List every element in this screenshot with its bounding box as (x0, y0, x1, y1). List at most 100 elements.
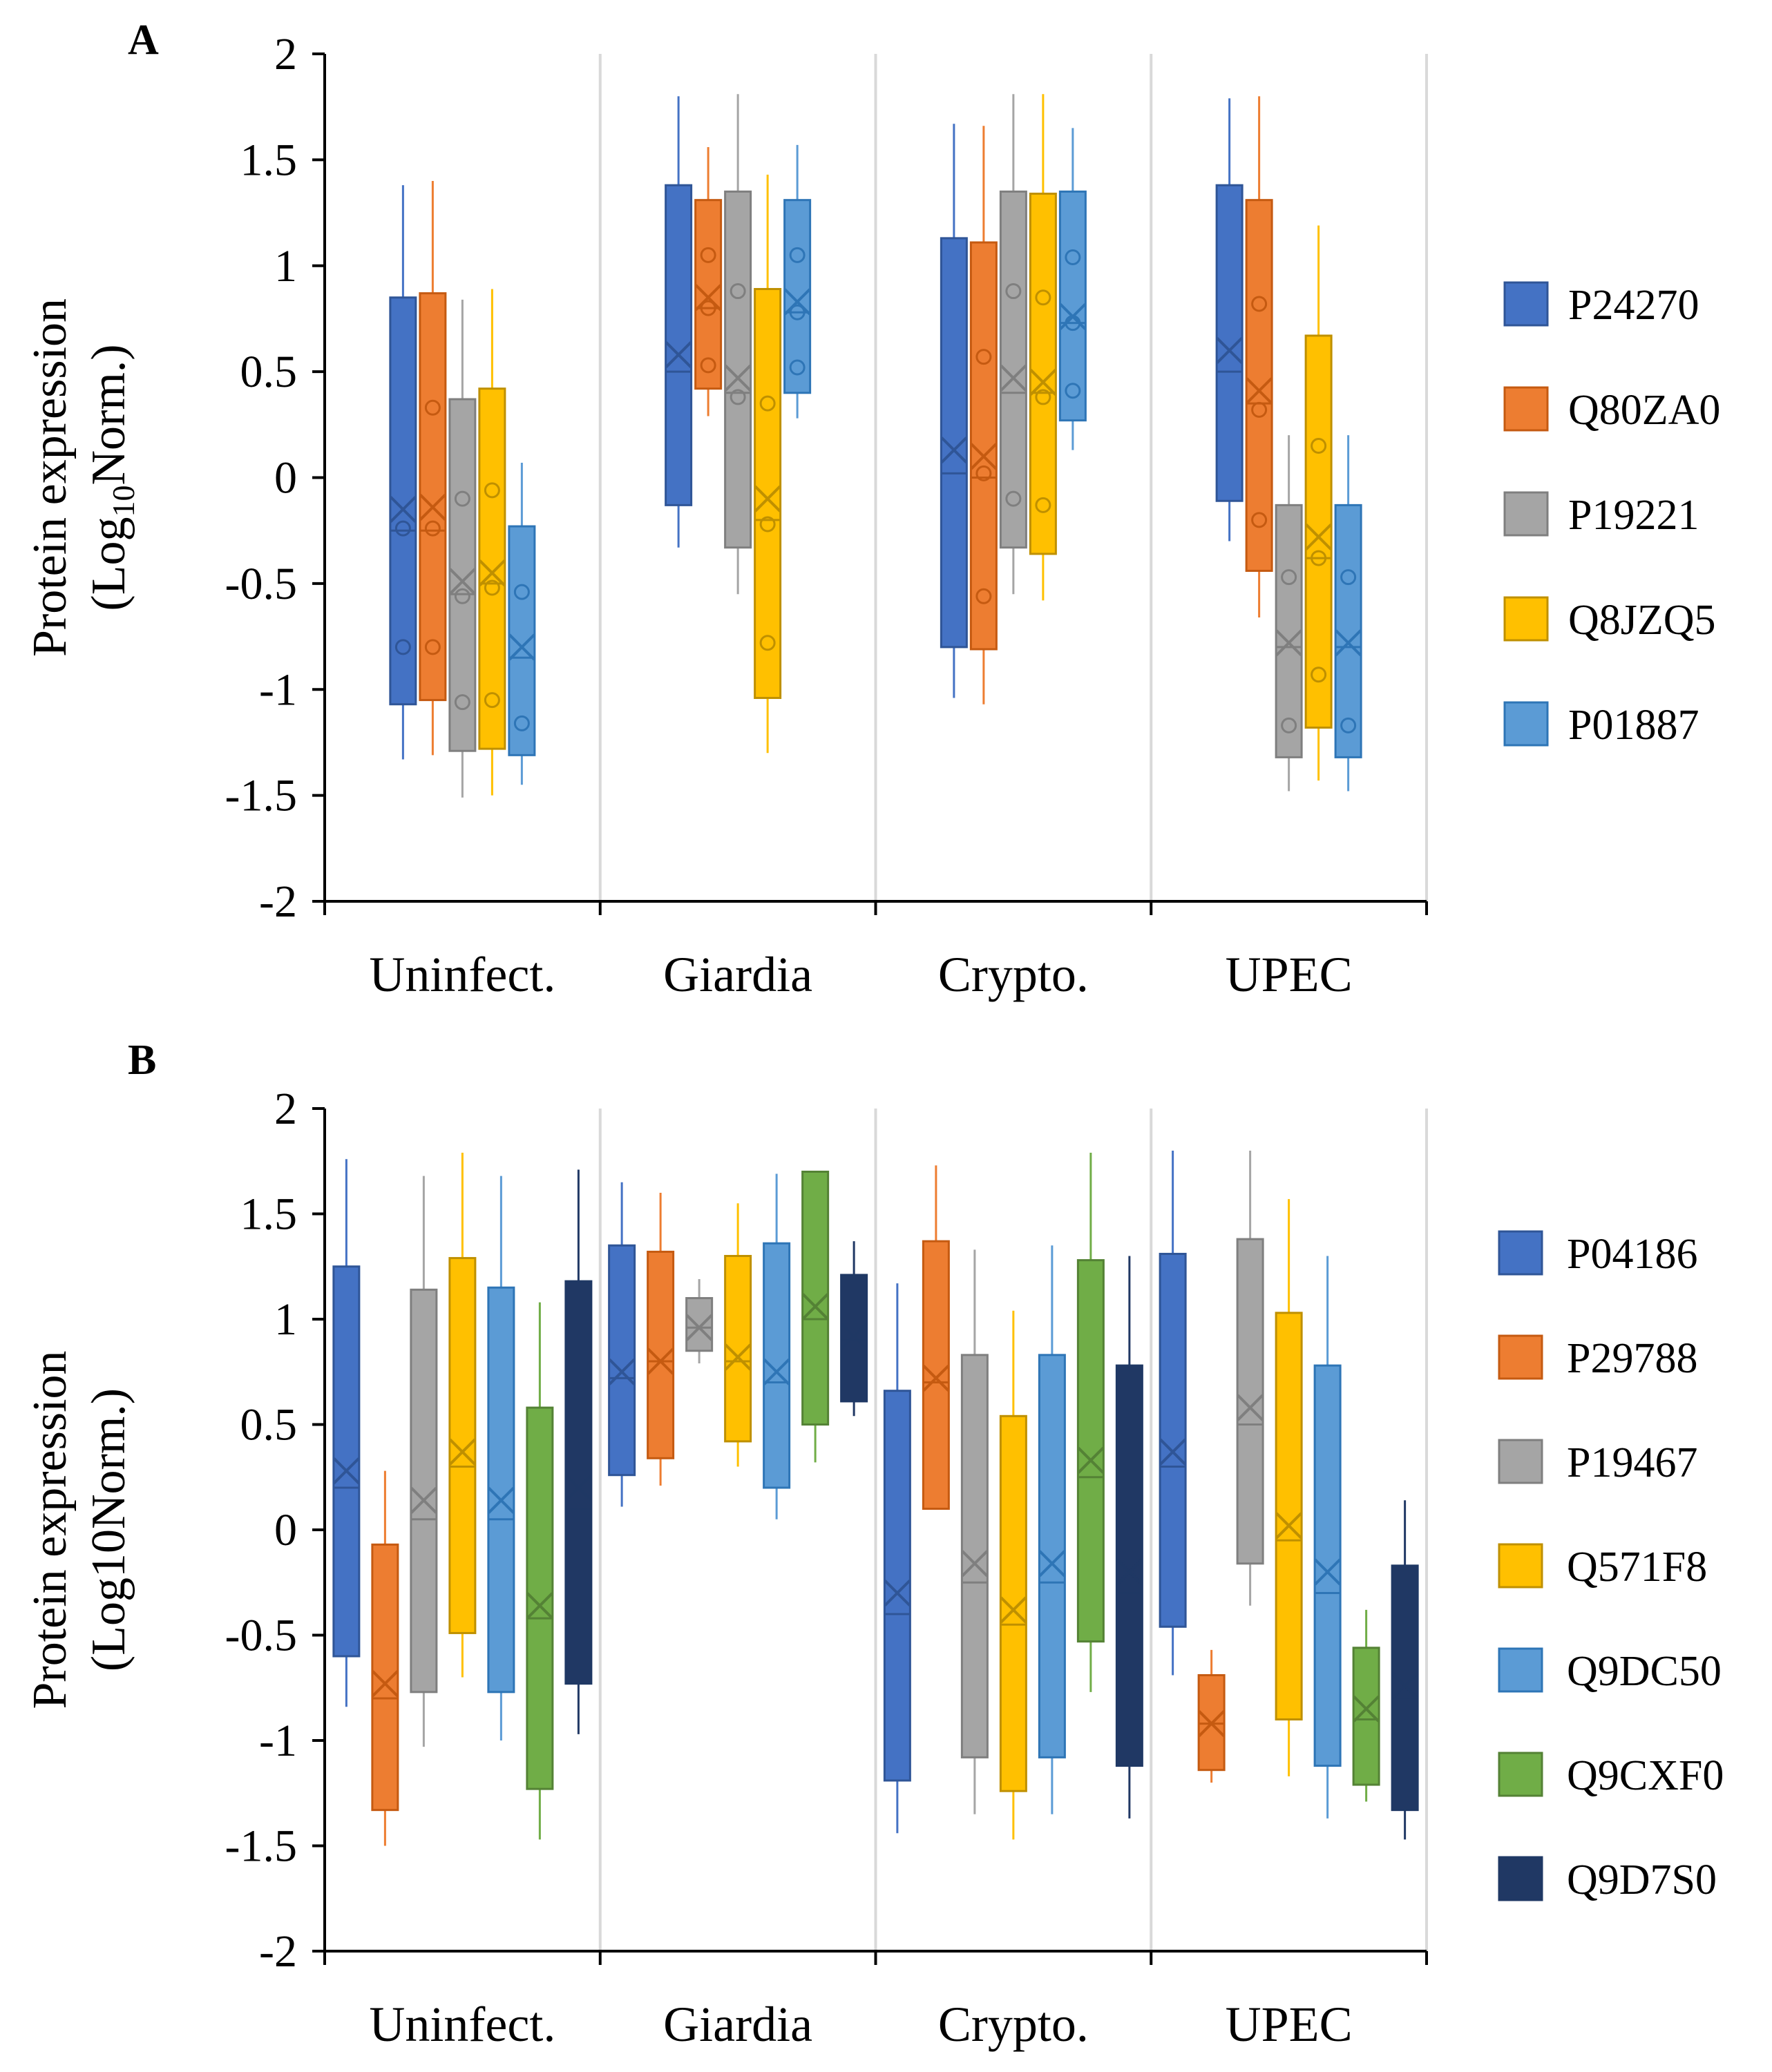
box-body (371, 1543, 399, 1812)
box-p29788 (922, 1165, 950, 1510)
box-p24270 (1215, 98, 1244, 541)
box-q9dc50 (763, 1173, 791, 1519)
box-mean-marker (508, 633, 535, 661)
box-data-point (700, 357, 716, 374)
box-data-point (700, 247, 716, 263)
box-body (999, 1414, 1027, 1792)
box-q9dc50 (487, 1176, 515, 1740)
y-axis-label-line1: Protein expression (23, 298, 77, 657)
box-p04186 (332, 1159, 361, 1707)
box-q9d7s0 (1115, 1256, 1143, 1819)
box-p01887 (783, 144, 812, 419)
legend-swatch (1503, 386, 1549, 432)
y-axis-label-subscript: 10 (106, 486, 141, 517)
box-body (1275, 503, 1303, 758)
box-p19467 (685, 1279, 714, 1364)
box-q9cxf0 (801, 1171, 830, 1463)
box-data-point (1251, 296, 1268, 312)
box-body (922, 1240, 950, 1510)
box-q571f8 (1275, 1199, 1303, 1776)
box-mean-marker (478, 559, 506, 586)
box-data-point (789, 359, 806, 376)
box-body (608, 1244, 636, 1477)
y-tick-label: -1.5 (225, 1821, 297, 1872)
box-data-point (454, 490, 470, 507)
box-body (840, 1274, 868, 1403)
box-p01887 (1058, 128, 1087, 450)
box-mean-marker (685, 1314, 713, 1341)
x-category-label: Giardia (663, 947, 812, 1002)
legend-label: P01887 (1568, 702, 1699, 749)
legend-swatch (1498, 1647, 1543, 1693)
legend-label: Q8JZQ5 (1568, 597, 1716, 644)
box-data-point (975, 588, 992, 604)
box-q8jzq5 (1029, 94, 1057, 601)
legend-swatch (1498, 1230, 1543, 1276)
box-body (1334, 503, 1362, 758)
box-body (1391, 1564, 1419, 1812)
box-q80za0 (1245, 96, 1273, 617)
box-q80za0 (419, 181, 447, 756)
box-body (694, 199, 723, 390)
box-data-point (1340, 569, 1357, 586)
x-category-label: Uninfect. (369, 1997, 555, 2052)
box-mean-marker (487, 1486, 515, 1514)
legend-label: P19221 (1568, 492, 1699, 539)
box-p01887 (1334, 435, 1362, 792)
y-tick-label: -1.5 (225, 771, 297, 821)
box-body (647, 1250, 675, 1459)
box-data-point (730, 389, 746, 405)
legend-swatch (1498, 1439, 1543, 1484)
box-data-point (1281, 717, 1297, 733)
box-p19221 (1275, 435, 1303, 792)
box-mean-marker (448, 568, 476, 595)
y-tick-label: 0 (274, 453, 297, 503)
box-mean-marker (1314, 1558, 1342, 1586)
box-mean-marker (564, 1474, 592, 1502)
box-mean-marker (332, 1457, 360, 1485)
y-axis-label-prefix: (Log10Norm.) (82, 1388, 135, 1671)
y-axis-label-prefix: (Log (82, 517, 135, 611)
box-mean-marker (1237, 1394, 1264, 1421)
chart-panel-b: 2 1.5 1 0.5 0 -0.5 -1 -1.5 -2 Uninfect. Giardia Cry… (23, 1037, 1724, 2052)
box-mean-marker (783, 288, 811, 316)
box-body (754, 287, 782, 700)
legend-swatch (1498, 1752, 1543, 1797)
box-data-point (759, 635, 776, 651)
x-category-label: UPEC (1226, 947, 1353, 1002)
box-mean-marker (1116, 1558, 1143, 1586)
box-p29788 (647, 1193, 675, 1486)
box-data-point (484, 482, 500, 499)
box-data-point (1065, 383, 1081, 399)
box-data-point (424, 399, 441, 416)
box-mean-marker (884, 1580, 911, 1606)
box-data-point (1035, 389, 1051, 405)
box-mean-marker (763, 1358, 790, 1385)
legend-label: P24270 (1568, 282, 1699, 329)
y-tick-label: 0.5 (240, 347, 298, 397)
x-category-label: Uninfect. (369, 947, 555, 1002)
box-mean-marker (1038, 1550, 1066, 1577)
box-data-point (1311, 437, 1327, 454)
box-data-point (1251, 401, 1268, 418)
box-data-point (759, 516, 776, 533)
box-body (1236, 1238, 1264, 1565)
box-mean-marker (1029, 369, 1057, 396)
legend-label: Q571F8 (1567, 1544, 1707, 1591)
box-mean-marker (608, 1358, 636, 1385)
legend-label: Q80ZA0 (1568, 387, 1720, 434)
box-p19467 (960, 1249, 989, 1814)
y-tick-label: 1.5 (240, 1189, 298, 1240)
box-p24270 (665, 96, 693, 548)
box-p01887 (508, 463, 536, 785)
box-body (1115, 1364, 1143, 1767)
box-data-point (1065, 315, 1081, 332)
box-q9d7s0 (1391, 1500, 1419, 1840)
box-mean-marker (694, 284, 722, 311)
y-tick-label: -0.5 (225, 1611, 297, 1661)
box-body (1058, 190, 1087, 422)
box-mean-marker (1335, 629, 1362, 657)
box-data-point (424, 639, 441, 655)
y-tick-label: -1 (259, 1716, 297, 1766)
